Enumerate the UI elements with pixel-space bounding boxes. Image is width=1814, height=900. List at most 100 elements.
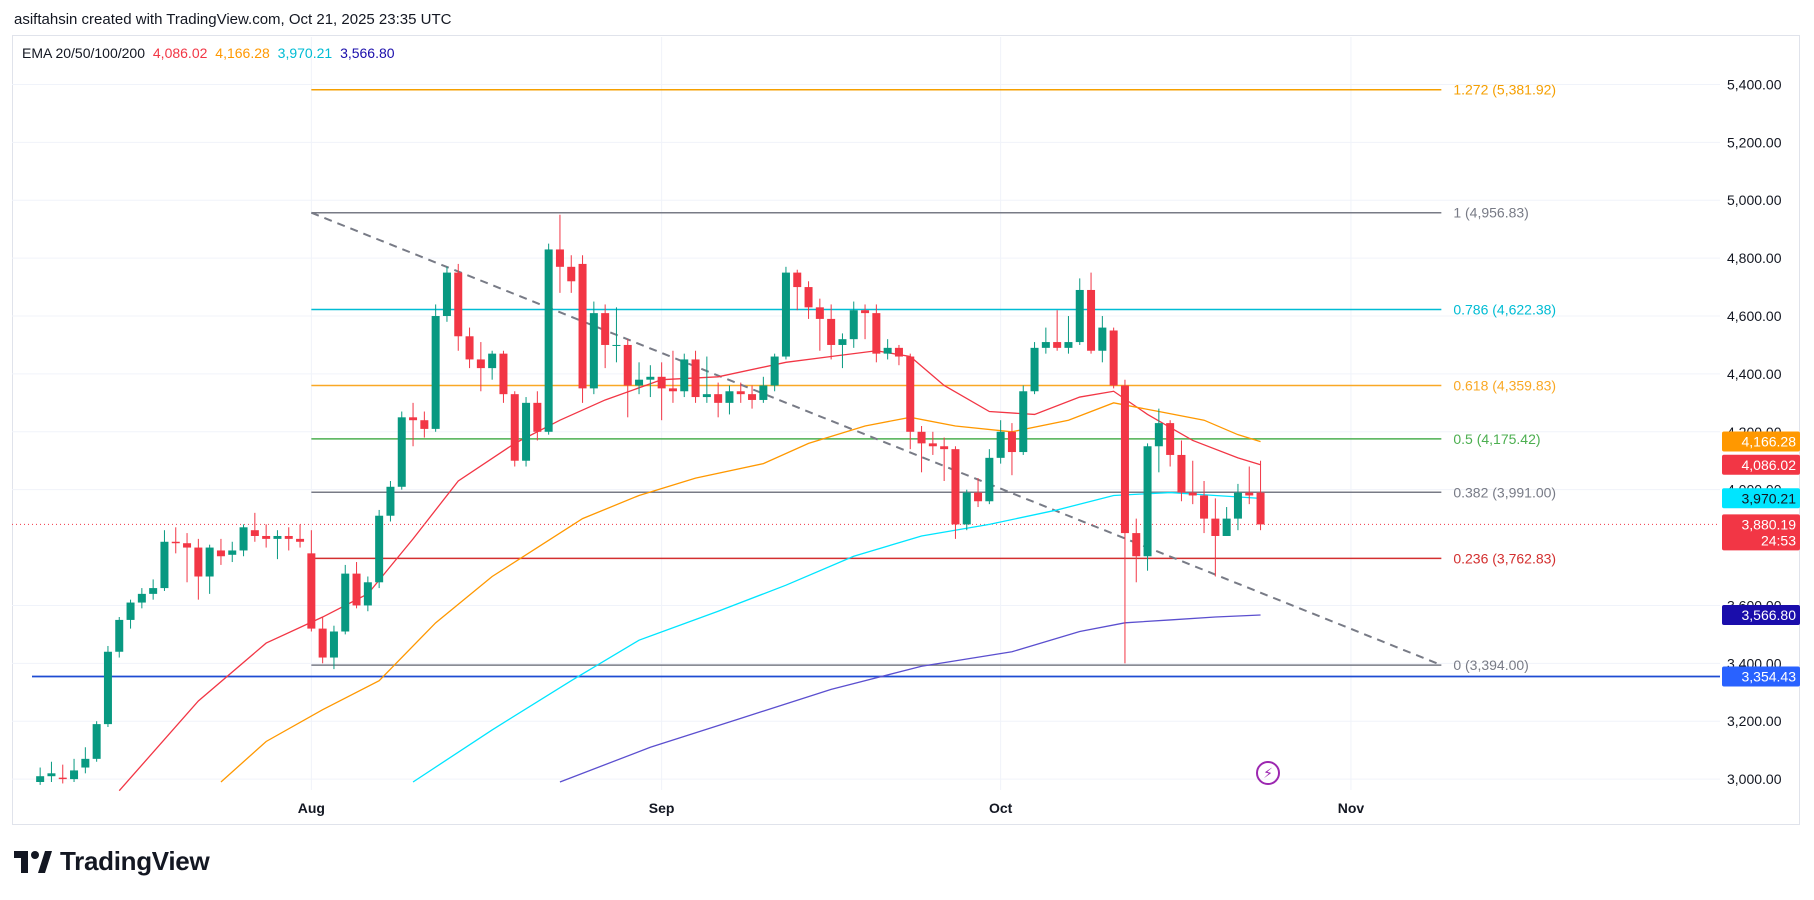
candle-body xyxy=(1188,492,1197,496)
candle-body xyxy=(601,313,610,345)
candle-body xyxy=(962,492,971,525)
candle-body xyxy=(307,553,316,629)
tradingview-logo-icon xyxy=(14,850,52,873)
candle-body xyxy=(510,394,519,461)
candle-body xyxy=(702,394,711,398)
candle-body xyxy=(1075,289,1084,343)
candle-body xyxy=(476,359,485,369)
y-axis-tick-label: 5,400.00 xyxy=(1727,76,1782,92)
candle-body xyxy=(578,263,587,389)
price-badge xyxy=(1722,454,1800,475)
candle-body xyxy=(668,388,677,392)
candle-body xyxy=(409,417,418,421)
candle-body xyxy=(1030,347,1039,392)
candle-body xyxy=(714,394,723,403)
candle-body xyxy=(1143,446,1152,557)
candle-body xyxy=(1053,342,1062,348)
candle-body xyxy=(465,336,474,360)
candle-body xyxy=(149,588,158,594)
candle-body xyxy=(544,249,553,432)
candle-body xyxy=(838,339,847,345)
candle-body xyxy=(804,287,813,308)
candle-body xyxy=(273,535,282,539)
candle-body xyxy=(194,547,203,577)
candle-body xyxy=(906,356,915,432)
y-axis-tick-label: 3,000.00 xyxy=(1727,771,1782,787)
candle-body xyxy=(1041,342,1050,348)
candle-body xyxy=(284,535,293,539)
candle-body xyxy=(996,431,1005,458)
candle-body xyxy=(47,773,56,777)
y-axis-tick-label: 4,400.00 xyxy=(1727,366,1782,382)
candle-body xyxy=(1211,518,1220,536)
price-badge xyxy=(1722,514,1800,551)
candle-body xyxy=(1109,330,1118,386)
candle-body xyxy=(499,353,508,395)
candle-body xyxy=(928,443,937,447)
candle-body xyxy=(239,527,248,551)
candle-body xyxy=(759,385,768,400)
candle-body xyxy=(770,356,779,386)
price-badge xyxy=(1722,431,1800,452)
candle-body xyxy=(635,379,644,386)
trendline xyxy=(310,211,1442,666)
candle-body xyxy=(1166,423,1175,455)
candle-body xyxy=(883,347,892,354)
candle-body xyxy=(827,318,836,345)
chart-frame xyxy=(12,35,1800,825)
ema200-value: 3,566.80 xyxy=(340,45,395,61)
candle-body xyxy=(974,492,983,502)
candle-body xyxy=(533,402,542,432)
candle-body xyxy=(296,538,305,542)
candle-body xyxy=(1120,385,1129,534)
candle-body xyxy=(589,313,598,389)
price-badge-label: 3,566.80 xyxy=(1742,607,1797,623)
candle-body xyxy=(1177,454,1186,493)
candle-body xyxy=(228,550,237,555)
candle-body xyxy=(171,541,180,544)
ema-line xyxy=(559,614,1261,783)
candle-body xyxy=(985,457,994,502)
candle-body xyxy=(115,619,124,652)
candle-body xyxy=(725,391,734,403)
fib-level-label: 0.5 (4,175.42) xyxy=(1453,431,1540,447)
price-badge-label: 3,354.43 xyxy=(1742,669,1797,685)
price-badge xyxy=(1722,666,1800,687)
y-axis-tick-label: 3,200.00 xyxy=(1727,713,1782,729)
price-badge-label: 3,970.21 xyxy=(1742,490,1797,506)
ema-legend-label: EMA 20/50/100/200 xyxy=(22,45,145,61)
candle-body xyxy=(861,310,870,314)
candle-body xyxy=(70,770,79,780)
candle-body xyxy=(1132,533,1141,557)
candle-body xyxy=(1245,492,1254,496)
candle-body xyxy=(103,651,112,725)
candle-body xyxy=(815,307,824,319)
x-axis-tick-label: Nov xyxy=(1338,800,1365,816)
ema-legend: EMA 20/50/100/200 4,086.02 4,166.28 3,97… xyxy=(22,45,399,61)
candle-body xyxy=(748,394,757,400)
candle-body xyxy=(951,449,960,525)
candle-body xyxy=(1019,391,1028,453)
candle-body xyxy=(1087,289,1096,351)
candle-body xyxy=(216,550,225,557)
candle-body xyxy=(940,446,949,450)
tradingview-brand: TradingView xyxy=(60,846,210,876)
flash-icon[interactable]: ⚡ xyxy=(1256,761,1280,785)
candle-body xyxy=(917,431,926,444)
candle-body xyxy=(1098,327,1107,351)
y-axis-tick-label: 5,000.00 xyxy=(1727,192,1782,208)
fib-level-label: 0.786 (4,622.38) xyxy=(1453,302,1556,318)
ema-line xyxy=(412,491,1261,783)
candle-body xyxy=(262,535,271,539)
candle-body xyxy=(81,758,90,768)
y-axis-tick-label: 5,200.00 xyxy=(1727,134,1782,150)
candle-body xyxy=(36,776,45,782)
candle-body xyxy=(454,272,463,337)
candle-body xyxy=(375,515,384,583)
candle-body xyxy=(250,530,259,536)
fib-level-label: 0.382 (3,991.00) xyxy=(1453,484,1556,500)
ema20-value: 4,086.02 xyxy=(152,45,208,61)
y-axis-tick-label: 4,800.00 xyxy=(1727,250,1782,266)
candle-body xyxy=(522,402,531,461)
